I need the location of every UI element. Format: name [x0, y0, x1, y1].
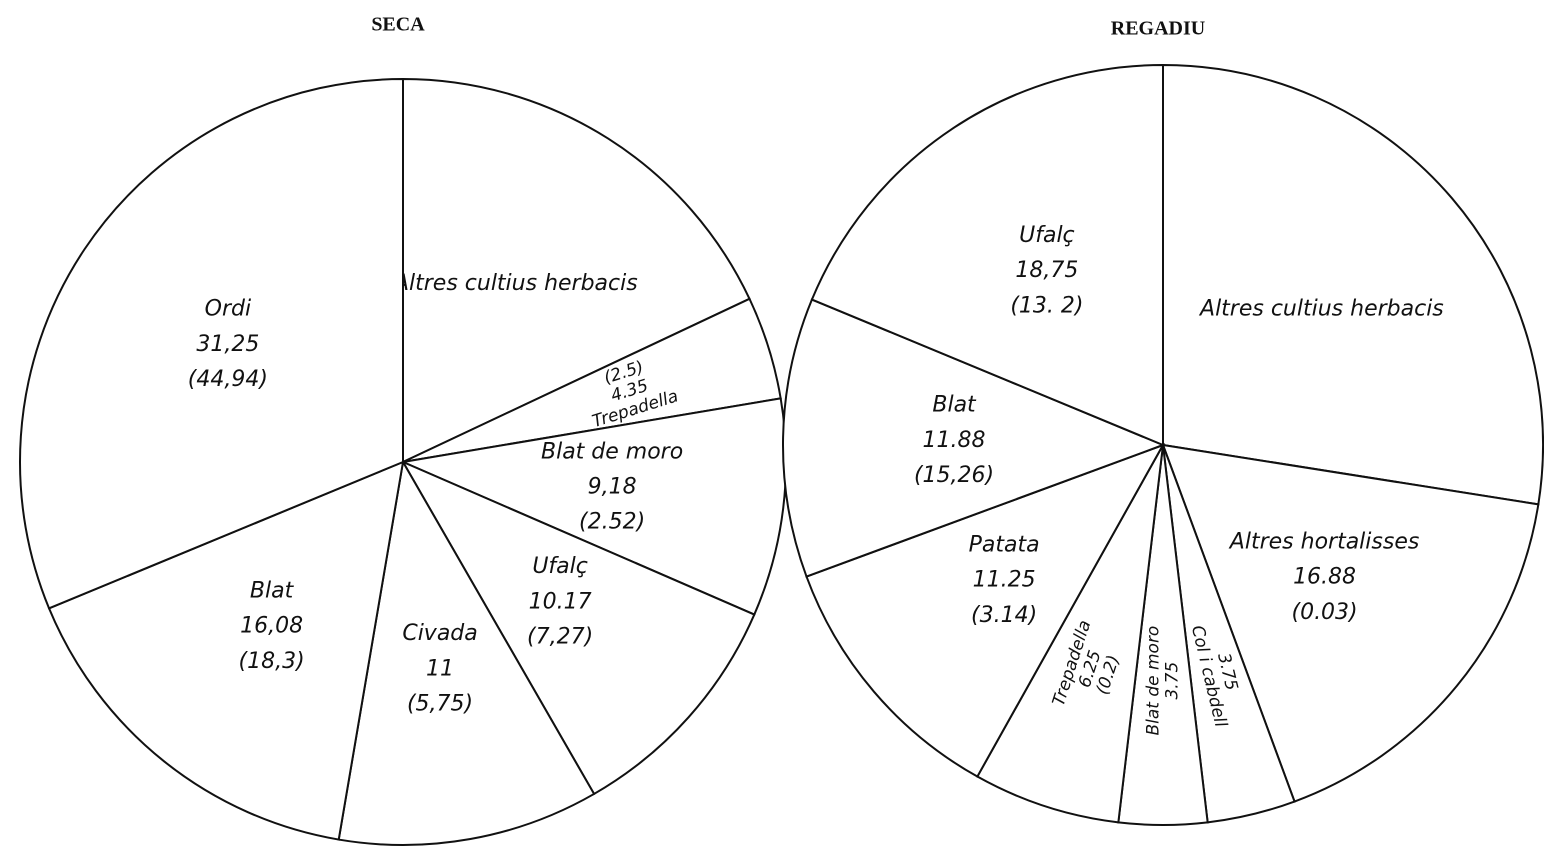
chart-title: SECA — [371, 14, 425, 36]
value-label: 18,75 — [1015, 258, 1078, 283]
pie-slice — [47, 460, 405, 841]
slice-name: Civada — [402, 621, 477, 646]
pie-slice — [975, 444, 1164, 824]
secondary-label: (7,27) — [527, 625, 593, 650]
slice-name: Blat — [932, 393, 977, 418]
slice-name: Blat de moro — [541, 439, 683, 464]
secondary-label: (15,26) — [914, 463, 994, 488]
pie-slice — [399, 397, 787, 616]
pie-slice — [337, 459, 596, 846]
value-label: 10.17 — [529, 589, 592, 614]
value-label: 11.25 — [973, 568, 1036, 593]
pie-slice — [402, 77, 751, 464]
pie-slice — [1162, 63, 1544, 506]
slice-name: Ordi — [205, 297, 251, 322]
value-label: 16,08 — [240, 614, 303, 639]
secondary-label: (44,94) — [188, 367, 268, 392]
pie-slice — [805, 443, 1166, 778]
secondary-label: (0.03) — [1291, 600, 1357, 625]
slice-name: Altres cultius herbacis — [1198, 296, 1444, 321]
pie-slice — [810, 63, 1164, 447]
slice-name: Ufalç — [532, 554, 588, 579]
value-label: 11 — [426, 656, 454, 681]
value-label: 3.75 — [1163, 662, 1183, 700]
pie-slice — [19, 77, 404, 610]
pie-slice — [1161, 443, 1540, 803]
slice-name: Altres cultius herbacis — [392, 271, 638, 296]
value-label: 31,25 — [196, 332, 259, 357]
slice-name: Altres hortalisses — [1228, 529, 1420, 554]
value-label: 16.88 — [1293, 565, 1356, 590]
chart-title: REGADIU — [1111, 18, 1205, 40]
secondary-label: (5,75) — [407, 692, 473, 717]
pie-slice — [400, 459, 756, 796]
slice-name: Patata — [969, 533, 1040, 558]
slice-name: Blat — [250, 578, 295, 603]
secondary-label: (3.14) — [971, 603, 1037, 628]
value-label: 9,18 — [588, 475, 637, 500]
secondary-label: (2.52) — [579, 510, 645, 535]
secondary-label: (13. 2) — [1010, 293, 1083, 318]
slice-name: Blat de moro — [1143, 626, 1163, 736]
value-label: 11.88 — [923, 428, 986, 453]
slice-name: Ufalç — [1019, 223, 1075, 248]
secondary-label: (18,3) — [239, 649, 305, 674]
pie-slice — [782, 298, 1166, 578]
